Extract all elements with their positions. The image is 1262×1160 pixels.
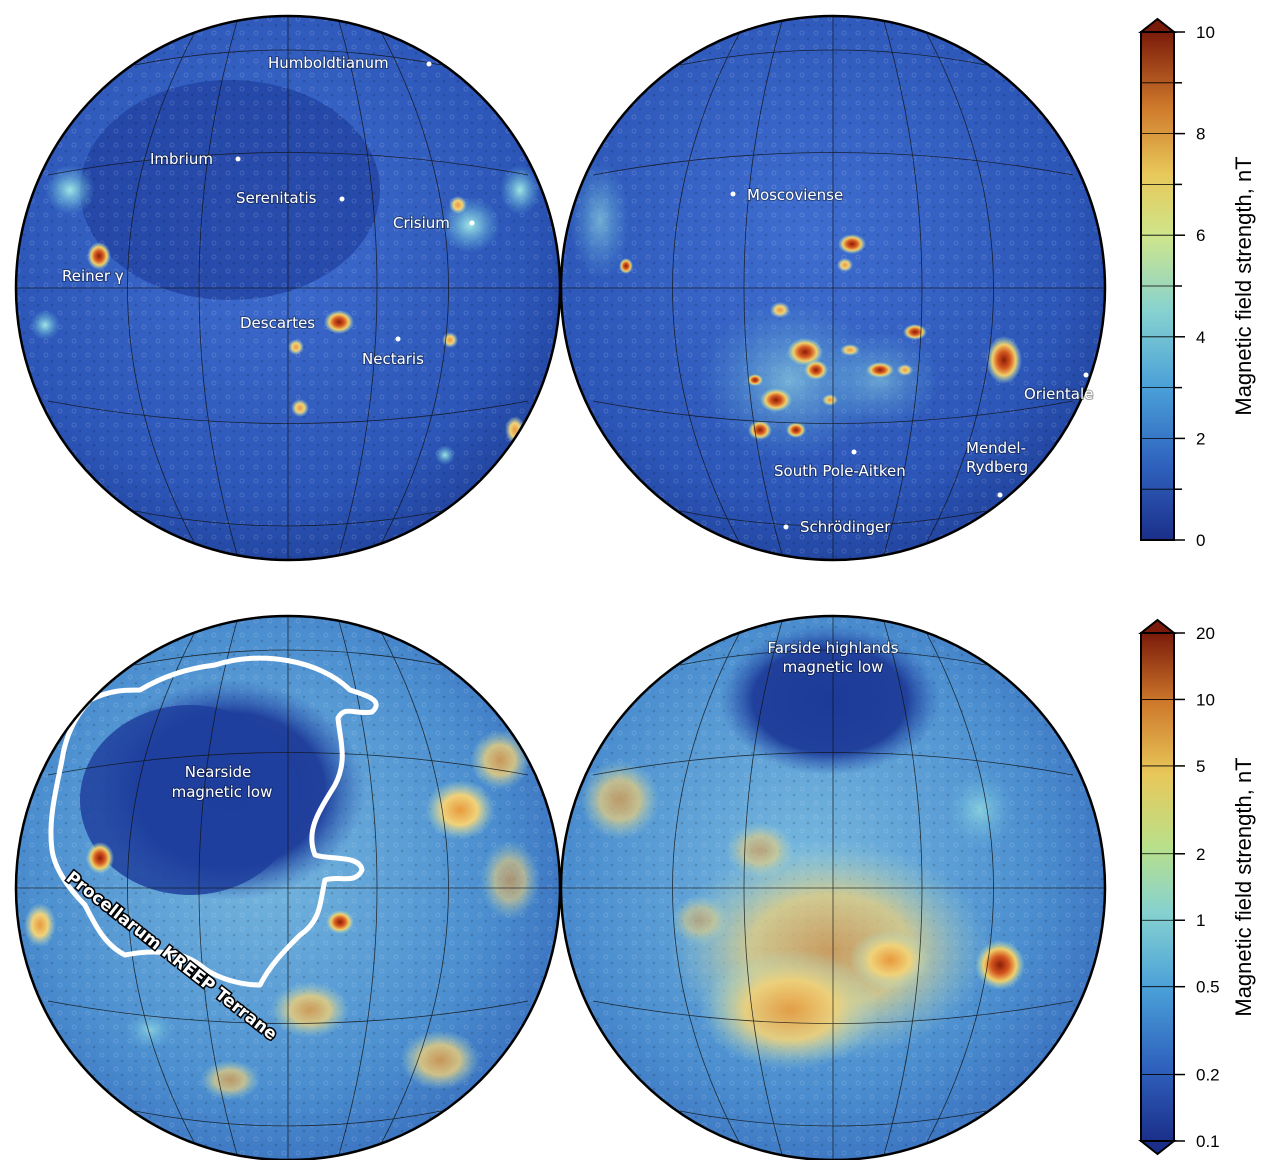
map-top-farside: Moscoviense Orientale Mendel- Rydberg So… (559, 14, 1107, 562)
map-bottom-nearside: Nearside magnetic low Procellarum KREEP … (14, 614, 562, 1160)
label-crisium: Crisium (393, 214, 450, 232)
label-orientale: Orientale (1024, 385, 1093, 403)
colorbar-bottom-title: Magnetic field strength, nT (1231, 757, 1256, 1016)
label-descartes: Descartes (240, 314, 315, 332)
colorbar-bottom-underflow-arrow (1138, 1140, 1177, 1156)
label-moscoviense: Moscoviense (747, 186, 843, 204)
label-farside-highlands: Farside highlands (767, 639, 898, 657)
colorbar-top-tick-label: 10 (1196, 23, 1215, 42)
label-nectaris: Nectaris (362, 350, 424, 368)
colorbar-bottom-ticks: 0.1 0.2 0.5 1 2 5 10 20 (1141, 624, 1220, 1151)
colorbar-top-tick-label: 6 (1196, 226, 1205, 245)
label-south-pole-aitken: South Pole-Aitken (774, 462, 906, 480)
label-serenitatis: Serenitatis (236, 189, 317, 207)
label-rydberg: Rydberg (966, 458, 1028, 476)
colorbar-top-tick-label: 8 (1196, 125, 1205, 144)
label-schrodinger: Schrödinger (800, 518, 891, 536)
map-bottom-farside: Farside highlands magnetic low (559, 614, 1107, 1160)
colorbar-bottom-tick-label: 5 (1196, 757, 1205, 776)
colorbar-top: 0 2 4 6 8 10 Magnetic field strength, nT (1138, 17, 1256, 550)
colorbar-bottom-tick-label: 2 (1196, 845, 1205, 864)
label-nearside: Nearside (185, 763, 252, 781)
colorbar-bottom-tick-label: 0.1 (1196, 1132, 1220, 1151)
colorbar-bottom-tick-label: 1 (1196, 911, 1205, 930)
colorbar-bottom-overflow-arrow (1138, 618, 1177, 634)
label-nearside-magnetic-low: magnetic low (172, 783, 273, 801)
label-farside-magnetic-low: magnetic low (783, 658, 884, 676)
colorbar-bottom-tick-label: 20 (1196, 624, 1215, 643)
colorbar-bottom-tick-label: 10 (1196, 690, 1215, 709)
map-top-nearside: Humboldtianum Imbrium Serenitatis Crisiu… (14, 14, 562, 562)
colorbar-top-ticks: 0 2 4 6 8 10 (1141, 23, 1215, 550)
map-bottom-farside-labels: Farside highlands magnetic low (766, 638, 899, 677)
colorbar-top-tick-label: 2 (1196, 429, 1205, 448)
colorbar-bottom-tick-label: 0.2 (1196, 1066, 1220, 1085)
label-mendel: Mendel- (966, 439, 1026, 457)
label-humboldtianum: Humboldtianum (268, 54, 389, 72)
label-reiner-gamma: Reiner γ (62, 267, 124, 285)
map-top-farside-labels: Moscoviense Orientale Mendel- Rydberg So… (730, 185, 1094, 537)
label-imbrium: Imbrium (150, 150, 213, 168)
map-top-nearside-labels: Humboldtianum Imbrium Serenitatis Crisiu… (61, 53, 475, 369)
colorbar-top-tick-label: 4 (1196, 328, 1205, 347)
colorbar-top-tick-label: 0 (1196, 531, 1205, 550)
colorbar-bottom: 0.1 0.2 0.5 1 2 5 10 20 Magnetic field strength… (1138, 618, 1256, 1156)
colorbar-top-overflow-arrow (1138, 17, 1177, 33)
colorbar-top-title: Magnetic field strength, nT (1231, 156, 1256, 415)
colorbar-bottom-tick-label: 0.5 (1196, 978, 1220, 997)
pkt-outline (48, 655, 379, 988)
